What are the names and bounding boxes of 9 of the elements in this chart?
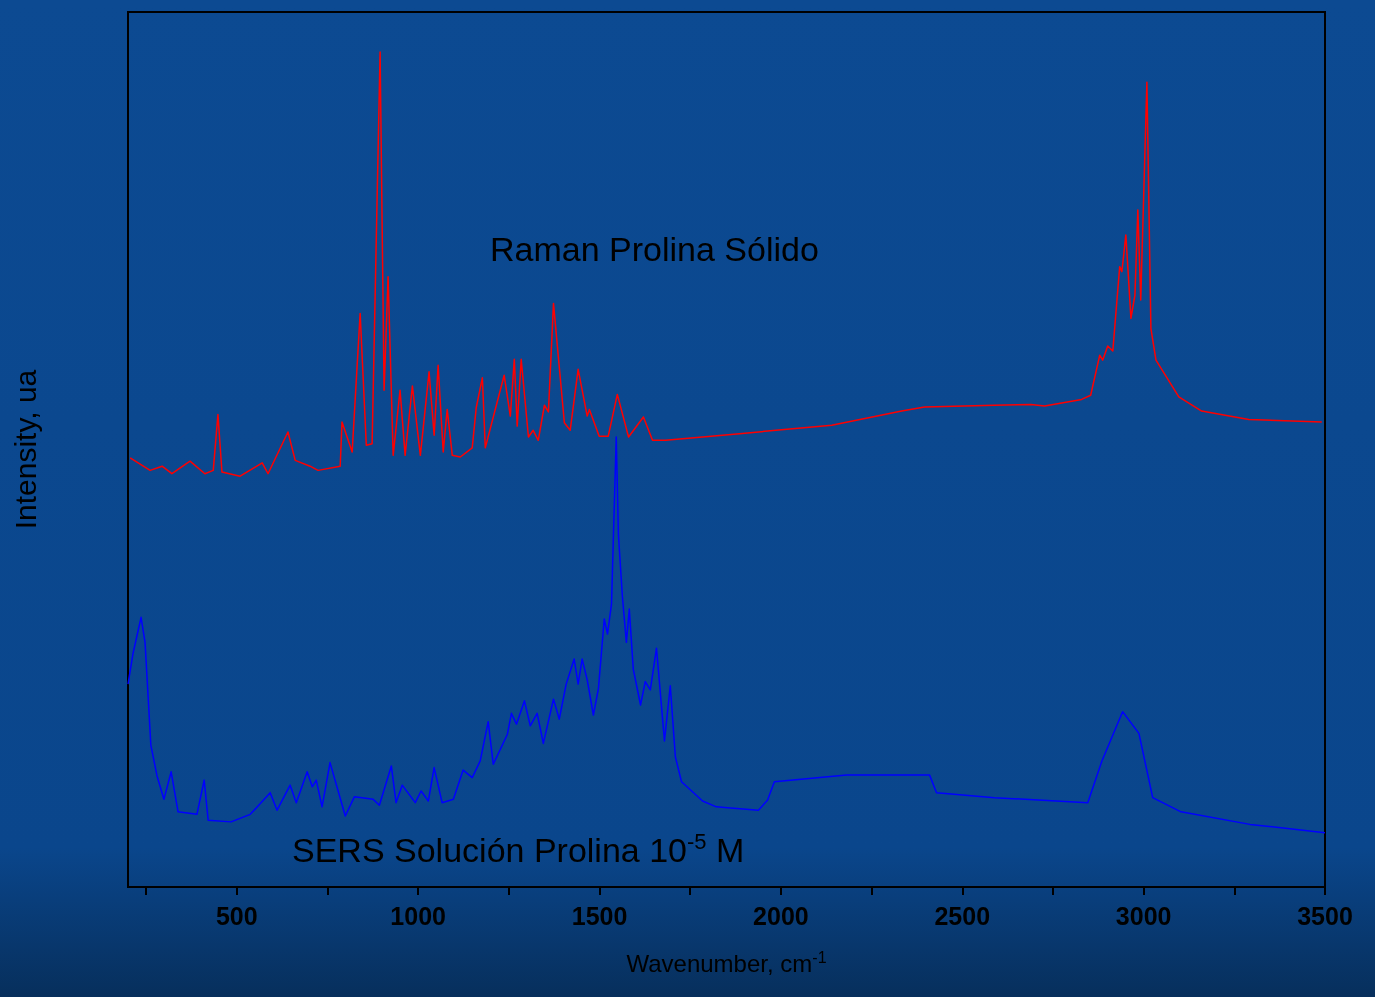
y-axis-title: Intensity, ua [8, 369, 42, 530]
x-tick-label: 500 [215, 901, 258, 930]
x-tick-label: 1500 [571, 901, 628, 930]
x-tick-label: 2500 [934, 901, 991, 930]
x-tick-label: 3500 [1297, 901, 1353, 930]
x-tick-label: 1000 [390, 901, 446, 930]
text: Raman Prolina Sólido [490, 230, 819, 268]
x-tick-label: 2000 [753, 901, 809, 930]
x-tick-label: 3000 [1115, 901, 1172, 930]
